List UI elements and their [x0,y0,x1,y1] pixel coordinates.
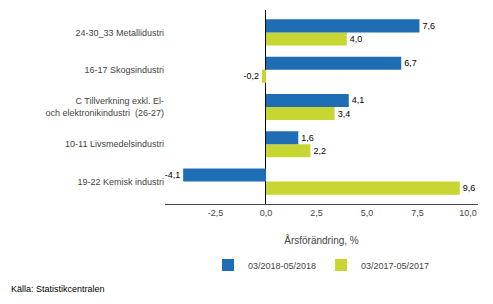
svg-text:9,6: 9,6 [463,183,476,193]
svg-text:-0,2: -0,2 [243,71,259,81]
svg-text:-4,1: -4,1 [165,170,181,180]
svg-text:03/2018-05/2018: 03/2018-05/2018 [248,261,316,271]
svg-text:Källa: Statistikcentralen: Källa: Statistikcentralen [11,284,105,294]
svg-text:16-17 Skogsindustri: 16-17 Skogsindustri [84,65,164,75]
svg-text:2,2: 2,2 [313,146,326,156]
svg-text:24-30_33 Metallidustri: 24-30_33 Metallidustri [75,28,164,38]
svg-text:10-11 Livsmedelsindustri: 10-11 Livsmedelsindustri [65,139,164,149]
svg-text:03/2017-05/2017: 03/2017-05/2017 [361,261,429,271]
svg-text:-2,5: -2,5 [208,208,224,218]
svg-text:Årsförändring, %: Årsförändring, % [284,234,359,246]
svg-text:10,0: 10,0 [459,208,477,218]
svg-text:1,6: 1,6 [301,133,314,143]
svg-text:4,1: 4,1 [352,95,365,105]
svg-text:2,5: 2,5 [310,208,323,218]
svg-text:4,0: 4,0 [350,34,363,44]
svg-text:6,7: 6,7 [404,58,417,68]
svg-text:19-22 Kemisk industri: 19-22 Kemisk industri [77,177,164,187]
svg-text:7,6: 7,6 [422,21,435,31]
svg-text:3,4: 3,4 [338,109,351,119]
svg-text:C Tillverkning exkl. El-och el: C Tillverkning exkl. El-och elektronikin… [45,96,164,118]
svg-text:5,0: 5,0 [361,208,374,218]
svg-text:7,5: 7,5 [411,208,424,218]
svg-text:0,0: 0,0 [260,208,273,218]
